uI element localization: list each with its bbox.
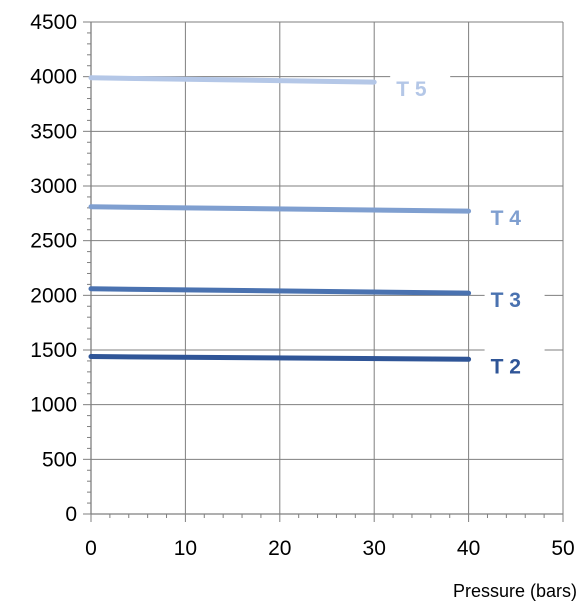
- y-tick-label: 0: [65, 503, 77, 526]
- x-tick-label: 30: [363, 537, 386, 560]
- x-tick-label: 40: [457, 537, 480, 560]
- x-axis-title: Pressure (bars): [453, 581, 577, 601]
- x-tick-label: 10: [174, 537, 197, 560]
- y-tick-label: 3500: [30, 120, 77, 143]
- series-label-background: [484, 197, 545, 238]
- series-label-background: [390, 68, 451, 109]
- x-tick-label: 0: [85, 537, 97, 560]
- y-tick-label: 2500: [30, 230, 77, 253]
- y-tick-label: 4500: [30, 11, 77, 34]
- series-line-t4: [88, 204, 472, 214]
- series-line-t2: [88, 354, 472, 362]
- series-label-t3: T 3: [491, 289, 521, 312]
- series-label-background: [484, 279, 545, 320]
- series-label-t2: T 2: [491, 355, 521, 378]
- series-label-background: [484, 345, 545, 386]
- series-label-t5: T 5: [396, 78, 427, 101]
- y-tick-label: 1500: [30, 339, 77, 362]
- series-line-t3: [88, 286, 472, 296]
- y-tick-label: 3000: [30, 175, 77, 198]
- y-tick-label: 500: [42, 448, 77, 471]
- y-tick-label: 4000: [30, 66, 77, 89]
- grid: [91, 21, 564, 514]
- x-tick-label: 20: [268, 537, 291, 560]
- series-labels: T 5 T 4 T 3 T 2: [390, 68, 545, 386]
- series-lines: [88, 75, 472, 362]
- axes: 0 500 1000 1500 2000 2500 3000 3500 4000 4500 0 10 2…: [30, 11, 574, 560]
- series-line-t5: [88, 75, 377, 85]
- x-tick-label: 50: [551, 537, 574, 560]
- y-tick-label: 1000: [30, 394, 77, 417]
- y-tick-label: 2000: [30, 284, 77, 307]
- series-label-t4: T 4: [491, 207, 522, 230]
